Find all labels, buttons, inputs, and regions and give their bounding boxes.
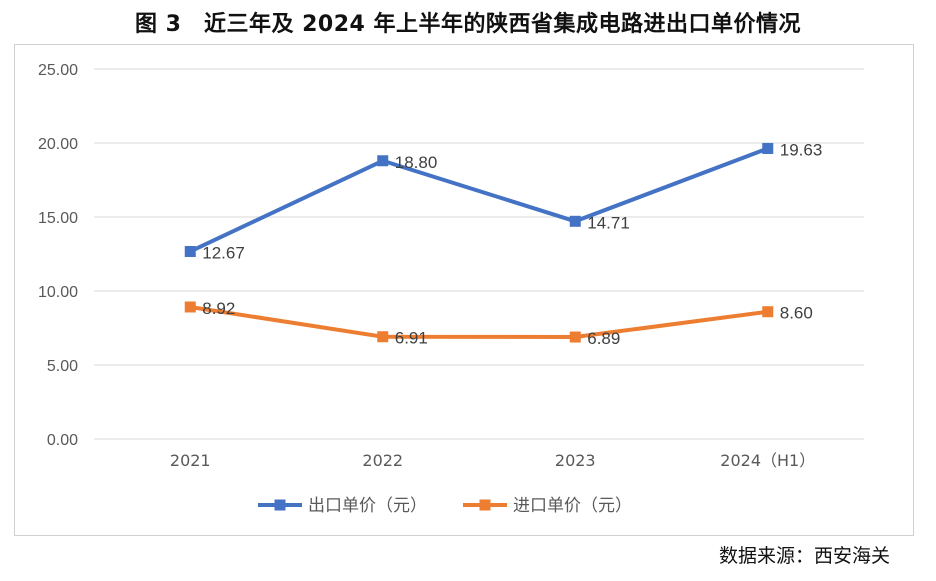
data-source-note: 数据来源：西安海关 xyxy=(718,545,890,567)
data-point xyxy=(569,331,581,343)
data-point xyxy=(184,245,196,257)
legend-label: 进口单价（元） xyxy=(513,496,632,516)
data-point xyxy=(569,215,581,227)
data-label: 18.80 xyxy=(395,153,438,172)
y-tick-label: 15.00 xyxy=(38,210,78,227)
data-label: 12.67 xyxy=(202,243,245,262)
legend-label: 出口单价（元） xyxy=(308,496,427,516)
data-point xyxy=(377,331,389,343)
series-line-1 xyxy=(188,146,770,254)
y-tick-label: 20.00 xyxy=(38,136,78,153)
series-line-2 xyxy=(188,304,770,340)
y-tick-label: 0.00 xyxy=(47,432,78,449)
x-tick-label: 2024（H1） xyxy=(720,451,815,470)
chart-panel xyxy=(14,44,914,536)
data-label: 19.63 xyxy=(780,140,823,159)
data-label: 6.91 xyxy=(395,329,428,348)
data-point xyxy=(762,306,774,318)
legend-marker xyxy=(274,499,286,511)
x-tick-label: 2023 xyxy=(555,451,596,470)
data-point xyxy=(377,155,389,167)
data-label: 8.60 xyxy=(780,304,813,323)
data-label: 14.71 xyxy=(587,213,630,232)
y-tick-label: 10.00 xyxy=(38,284,78,301)
data-point xyxy=(184,301,196,313)
data-label: 6.89 xyxy=(587,329,620,348)
y-tick-label: 5.00 xyxy=(47,358,78,375)
chart-title: 图 3 近三年及 2024 年上半年的陕西省集成电路进出口单价情况 xyxy=(134,12,802,37)
x-tick-label: 2022 xyxy=(362,451,403,470)
data-label: 8.92 xyxy=(202,299,235,318)
y-tick-label: 25.00 xyxy=(38,62,78,79)
legend-marker xyxy=(479,499,491,511)
x-tick-label: 2021 xyxy=(170,451,211,470)
data-point xyxy=(762,142,774,154)
